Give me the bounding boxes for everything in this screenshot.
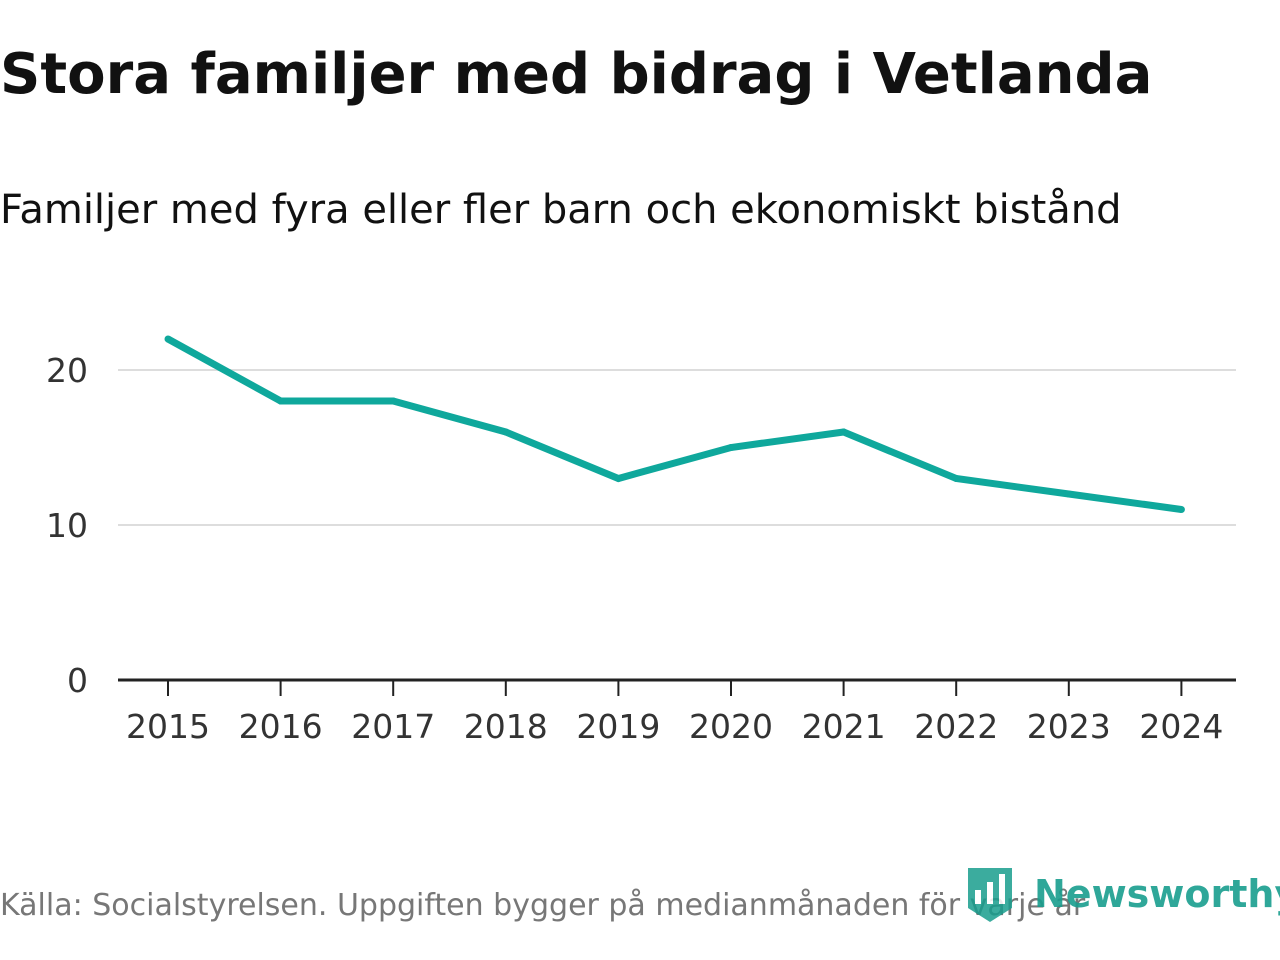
x-tick-label-2015: 2015 (126, 707, 210, 746)
y-tick-label-0: 0 (67, 661, 88, 700)
x-tick-label-2017: 2017 (351, 707, 435, 746)
x-tick-label-2023: 2023 (1027, 707, 1111, 746)
x-tick-label-2018: 2018 (464, 707, 548, 746)
series-line-0 (166, 335, 1182, 513)
grid-lines (118, 369, 1236, 526)
x-axis-labels: 2015 2016 2017 2018 2019 2020 2021 2022 2023 2024 (126, 707, 1223, 746)
brand-logo: Newsworthy (964, 862, 1280, 926)
y-axis-labels: 0 10 20 (46, 351, 88, 700)
chart-title: Stora familjer med bidrag i Vetlanda (0, 42, 1153, 107)
series-group (164, 335, 1185, 513)
data-point-2016 (277, 397, 285, 405)
brand-name: Newsworthy (1034, 872, 1280, 916)
x-axis (118, 678, 1236, 696)
data-point-2023 (1065, 490, 1073, 498)
y-tick-label-20: 20 (46, 351, 88, 390)
data-point-2022 (952, 475, 960, 482)
data-point-2017 (389, 397, 397, 405)
source-note: Källa: Socialstyrelsen. Uppgiften bygger… (0, 888, 1086, 923)
newsworthy-logo-icon (968, 868, 1012, 922)
chart-subtitle: Familjer med fyra eller fler barn och ek… (0, 187, 1122, 233)
x-tick-label-2021: 2021 (802, 707, 886, 746)
data-point-2015 (164, 335, 172, 343)
data-point-2024 (1177, 506, 1185, 513)
x-tick-label-2019: 2019 (576, 707, 660, 746)
data-point-2019 (614, 475, 622, 482)
x-tick-label-2022: 2022 (914, 707, 998, 746)
x-tick-label-2020: 2020 (689, 707, 773, 746)
y-tick-label-10: 10 (46, 506, 88, 545)
data-point-2020 (727, 444, 735, 451)
data-point-2018 (502, 428, 510, 436)
data-point-2021 (840, 428, 848, 436)
x-tick-label-2016: 2016 (239, 707, 323, 746)
x-tick-label-2024: 2024 (1139, 707, 1223, 746)
